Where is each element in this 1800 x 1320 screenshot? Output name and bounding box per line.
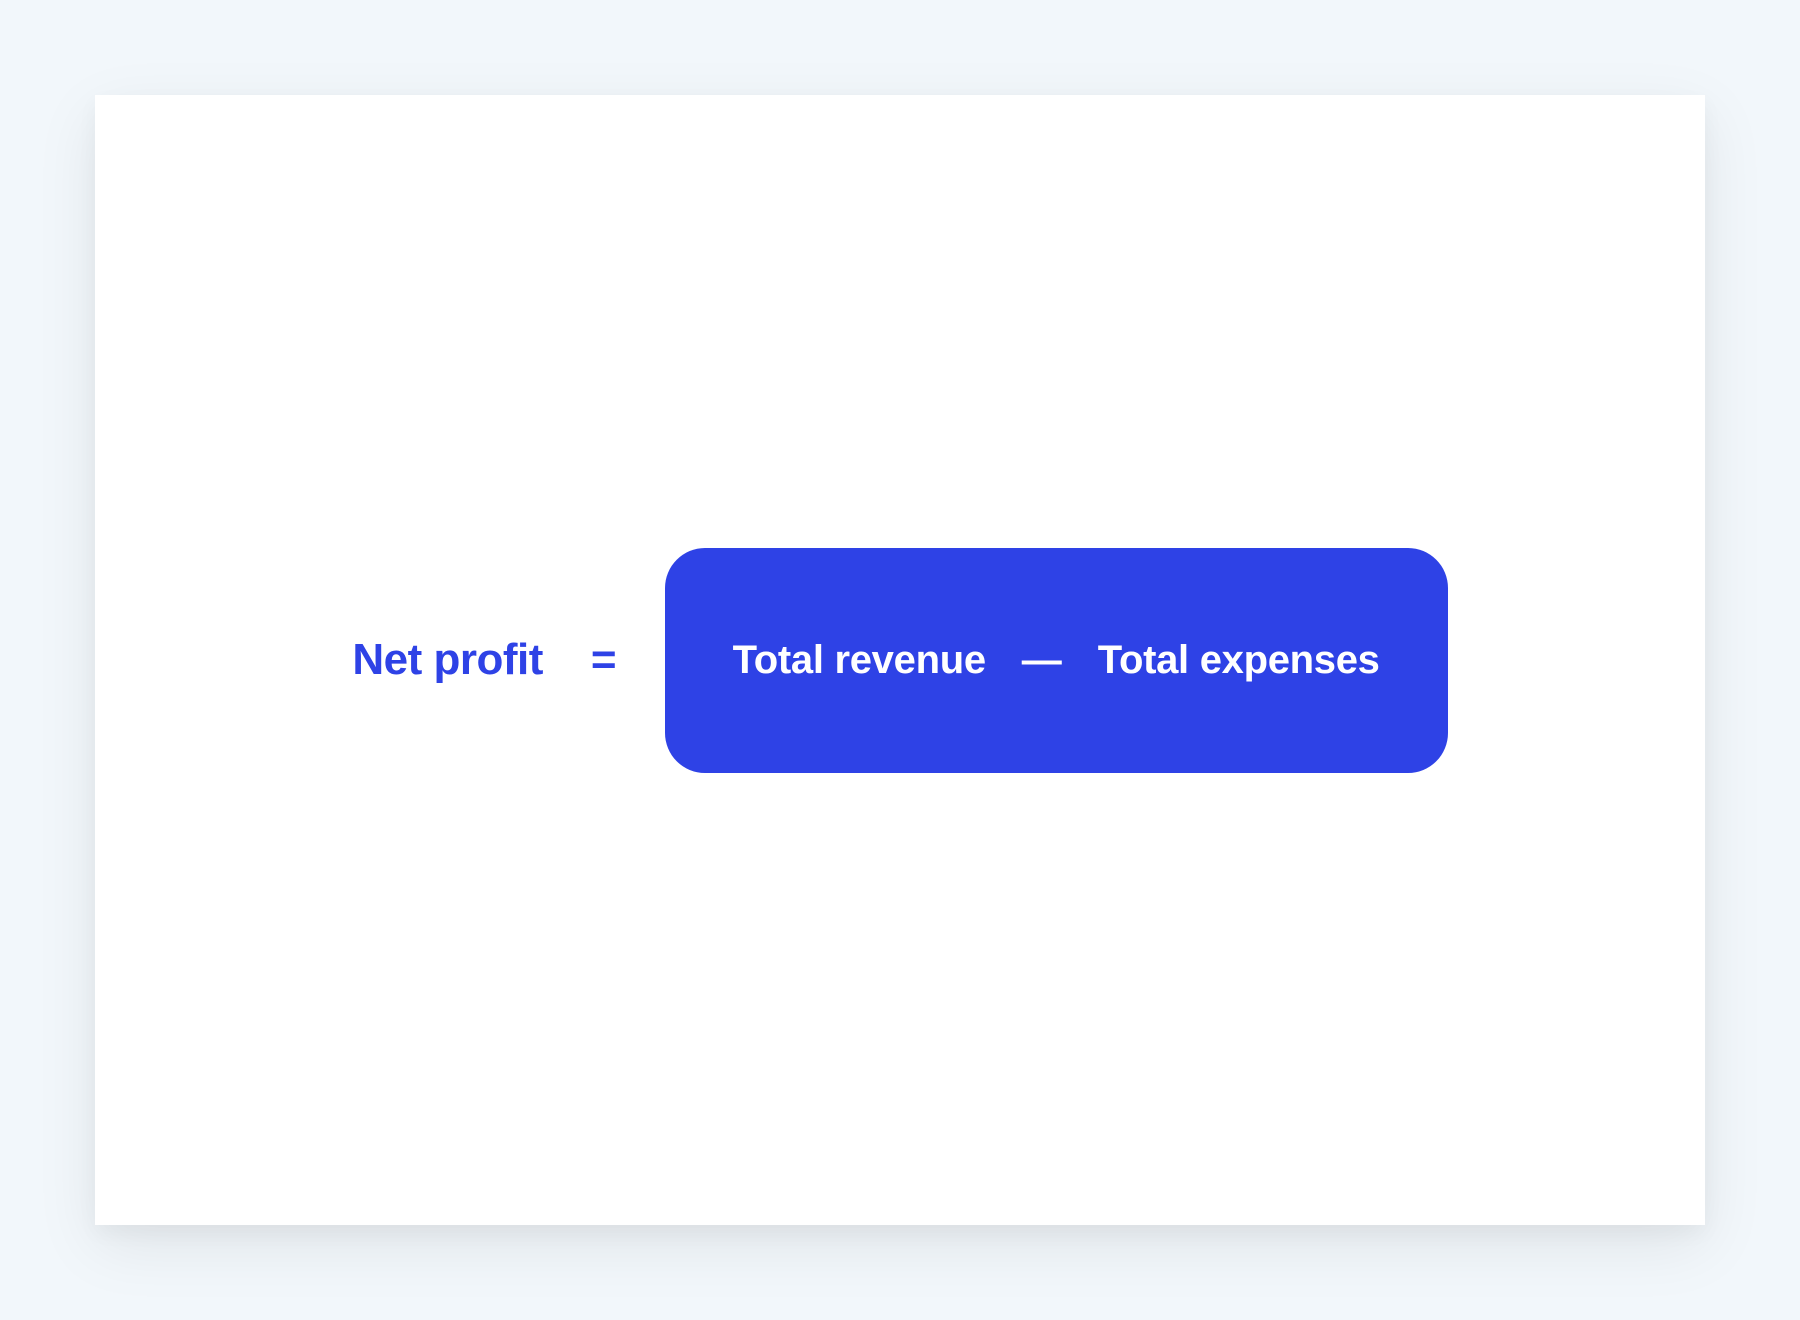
formula-row: Net profit = Total revenue — Total expen…	[352, 548, 1447, 773]
formula-rhs-box: Total revenue — Total expenses	[665, 548, 1448, 773]
equals-sign: =	[591, 635, 617, 685]
formula-card: Net profit = Total revenue — Total expen…	[95, 95, 1705, 1225]
rhs-term-revenue: Total revenue	[733, 638, 986, 683]
formula-lhs: Net profit	[352, 635, 543, 685]
rhs-term-expenses: Total expenses	[1098, 638, 1380, 683]
minus-operator: —	[1022, 638, 1062, 683]
